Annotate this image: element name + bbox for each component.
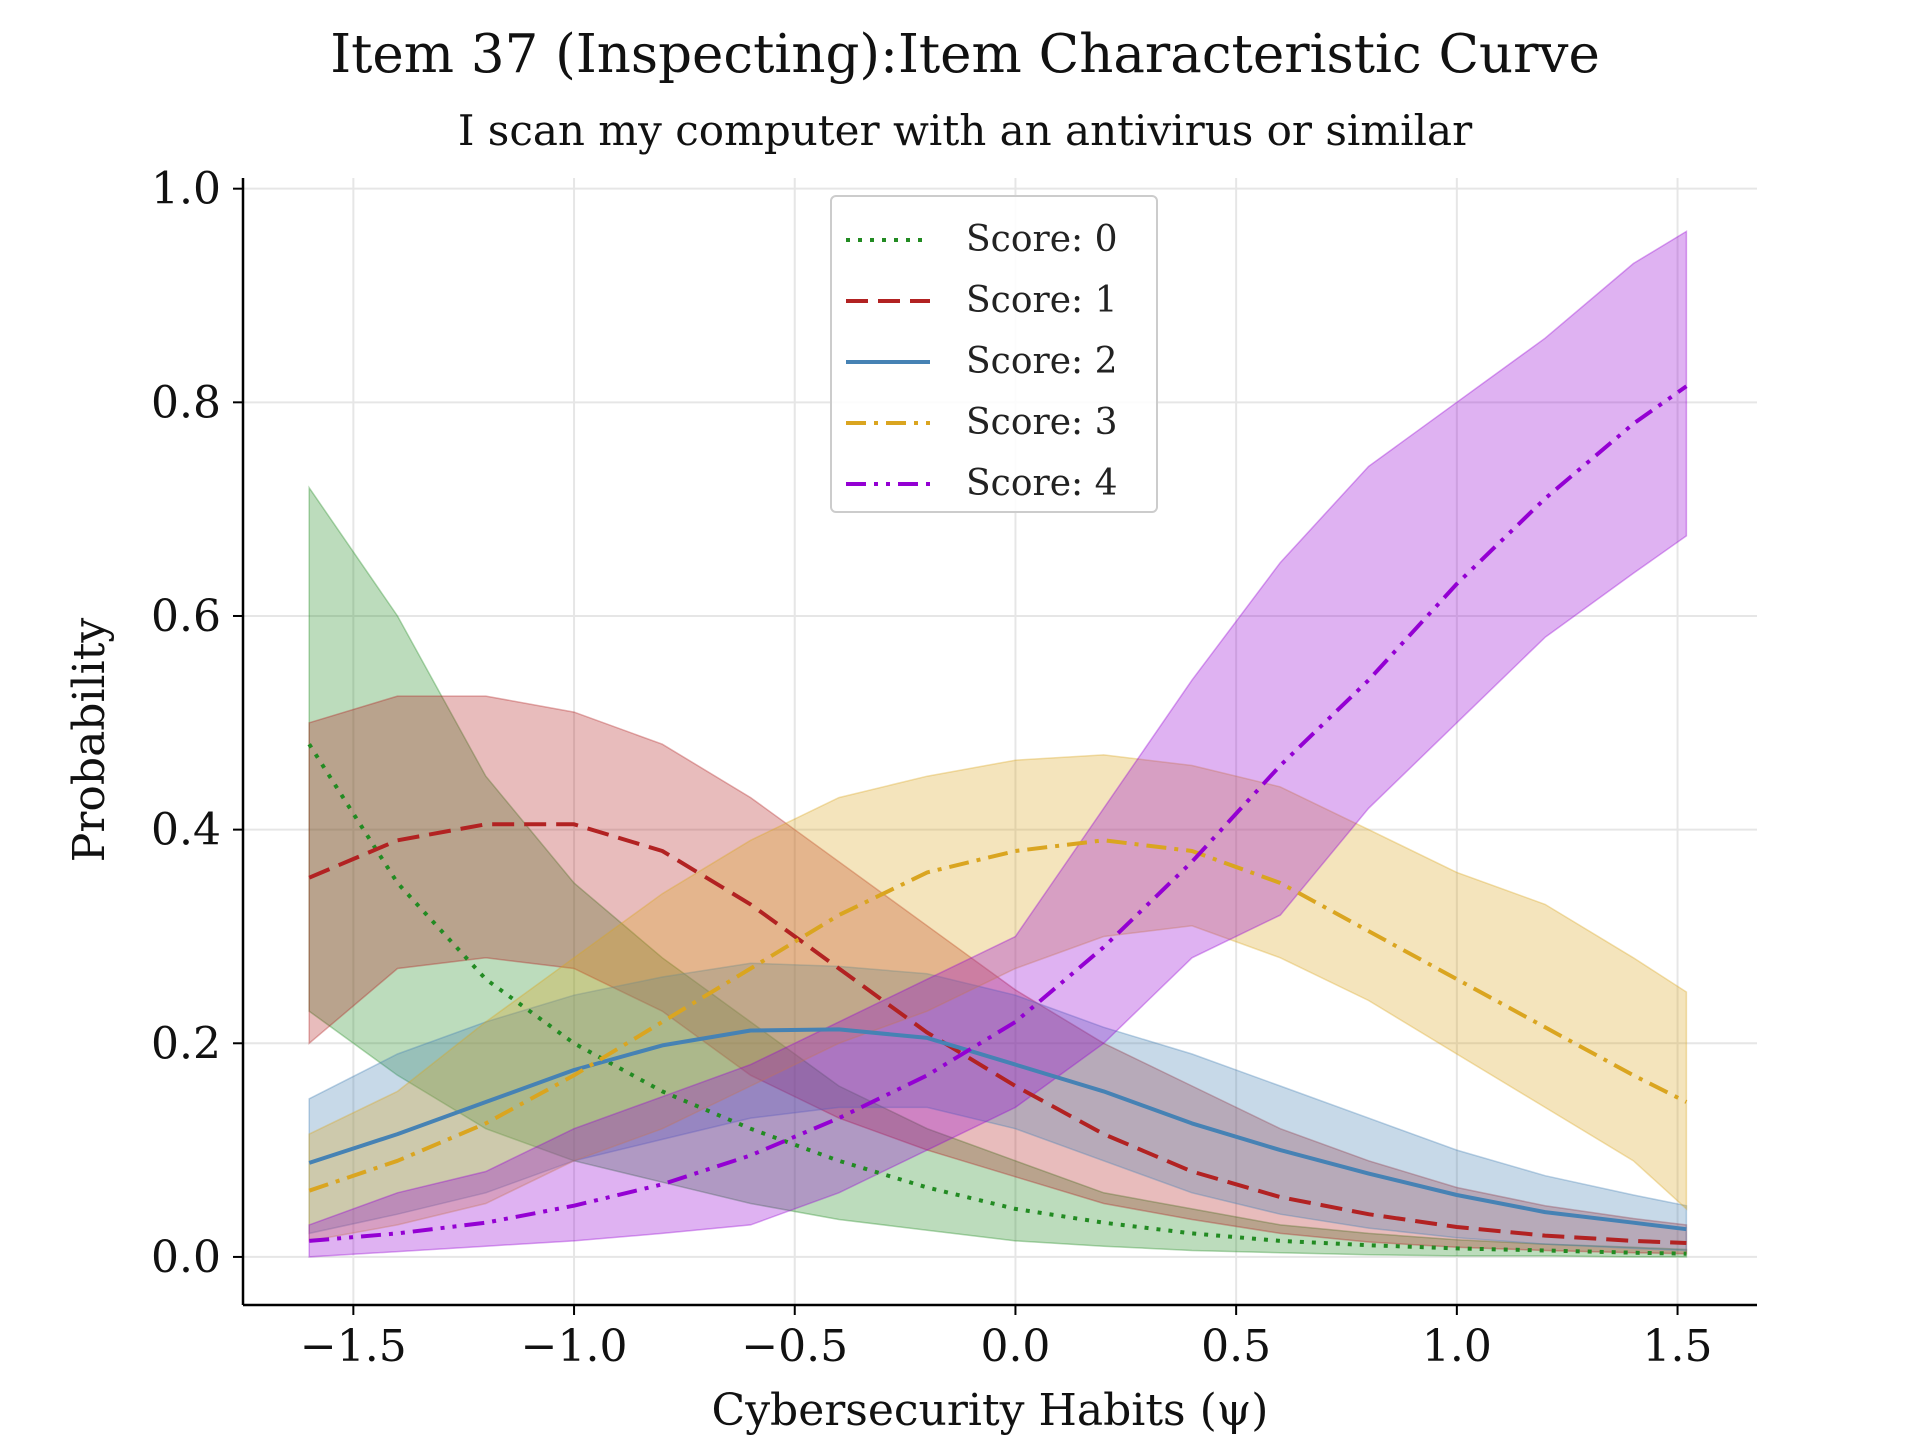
chart-subtitle: I scan my computer with an antivirus or … xyxy=(458,106,1473,155)
legend-label: Score: 4 xyxy=(966,463,1118,504)
legend-swatch xyxy=(846,237,930,242)
grid xyxy=(243,178,1757,1305)
legend-swatch xyxy=(846,420,930,425)
y-tick-label: 0.4 xyxy=(151,805,221,856)
legend-label: Score: 3 xyxy=(966,402,1118,443)
legend-item: Score: 2 xyxy=(846,331,1142,392)
y-tick-label: 0.8 xyxy=(151,377,221,428)
line-score-3 xyxy=(308,838,1688,1193)
y-tick-label: 1.0 xyxy=(151,164,221,215)
legend-label: Score: 2 xyxy=(966,341,1118,382)
legend-item: Score: 3 xyxy=(846,392,1142,453)
x-tick-label: −1.0 xyxy=(521,1321,628,1372)
y-tick-label: 0.2 xyxy=(151,1018,221,1069)
legend-item: Score: 1 xyxy=(846,270,1142,331)
x-tick-label: 1.0 xyxy=(1422,1321,1492,1372)
x-axis-label: Cybersecurity Habits (ψ) xyxy=(712,1385,1269,1436)
y-tick-label: 0.0 xyxy=(151,1232,221,1283)
x-tick-label: 1.5 xyxy=(1643,1321,1713,1372)
chart-title: Item 37 (Inspecting):Item Characteristic… xyxy=(330,24,1600,85)
line-score-0 xyxy=(307,743,1687,1256)
band-score-0 xyxy=(308,485,1688,1258)
legend-swatch xyxy=(846,298,930,303)
x-tick-label: 0.5 xyxy=(1201,1321,1271,1372)
line-score-1 xyxy=(308,822,1687,1245)
x-tick-label: −0.5 xyxy=(741,1321,848,1372)
y-tick-label: 0.6 xyxy=(151,591,221,642)
series-lines xyxy=(307,384,1688,1256)
line-score-4 xyxy=(309,384,1688,1243)
axes xyxy=(241,178,1757,1307)
legend-swatch xyxy=(846,481,930,486)
band-score-3 xyxy=(308,754,1688,1242)
legend-label: Score: 1 xyxy=(966,280,1118,321)
y-axis-label: Probability xyxy=(64,618,115,863)
ticks: −1.5 −1.0 −0.5 0.0 0.5 1.0 1.5 0.0 0.2 0.4 0.6 0.8 1… xyxy=(151,164,1713,1372)
band-score-4 xyxy=(308,230,1688,1258)
legend-swatch xyxy=(846,359,930,364)
x-tick-label: −1.5 xyxy=(300,1321,407,1372)
legend-item: Score: 4 xyxy=(846,453,1142,514)
legend: Score: 0 Score: 1 Score: 2 Score: 3 Score: 4 xyxy=(830,195,1158,513)
line-score-2 xyxy=(308,1027,1687,1232)
band-score-2 xyxy=(308,962,1688,1252)
confidence-bands xyxy=(308,230,1688,1258)
x-tick-label: 0.0 xyxy=(980,1321,1050,1372)
legend-item: Score: 0 xyxy=(846,209,1142,270)
legend-label: Score: 0 xyxy=(966,219,1118,260)
